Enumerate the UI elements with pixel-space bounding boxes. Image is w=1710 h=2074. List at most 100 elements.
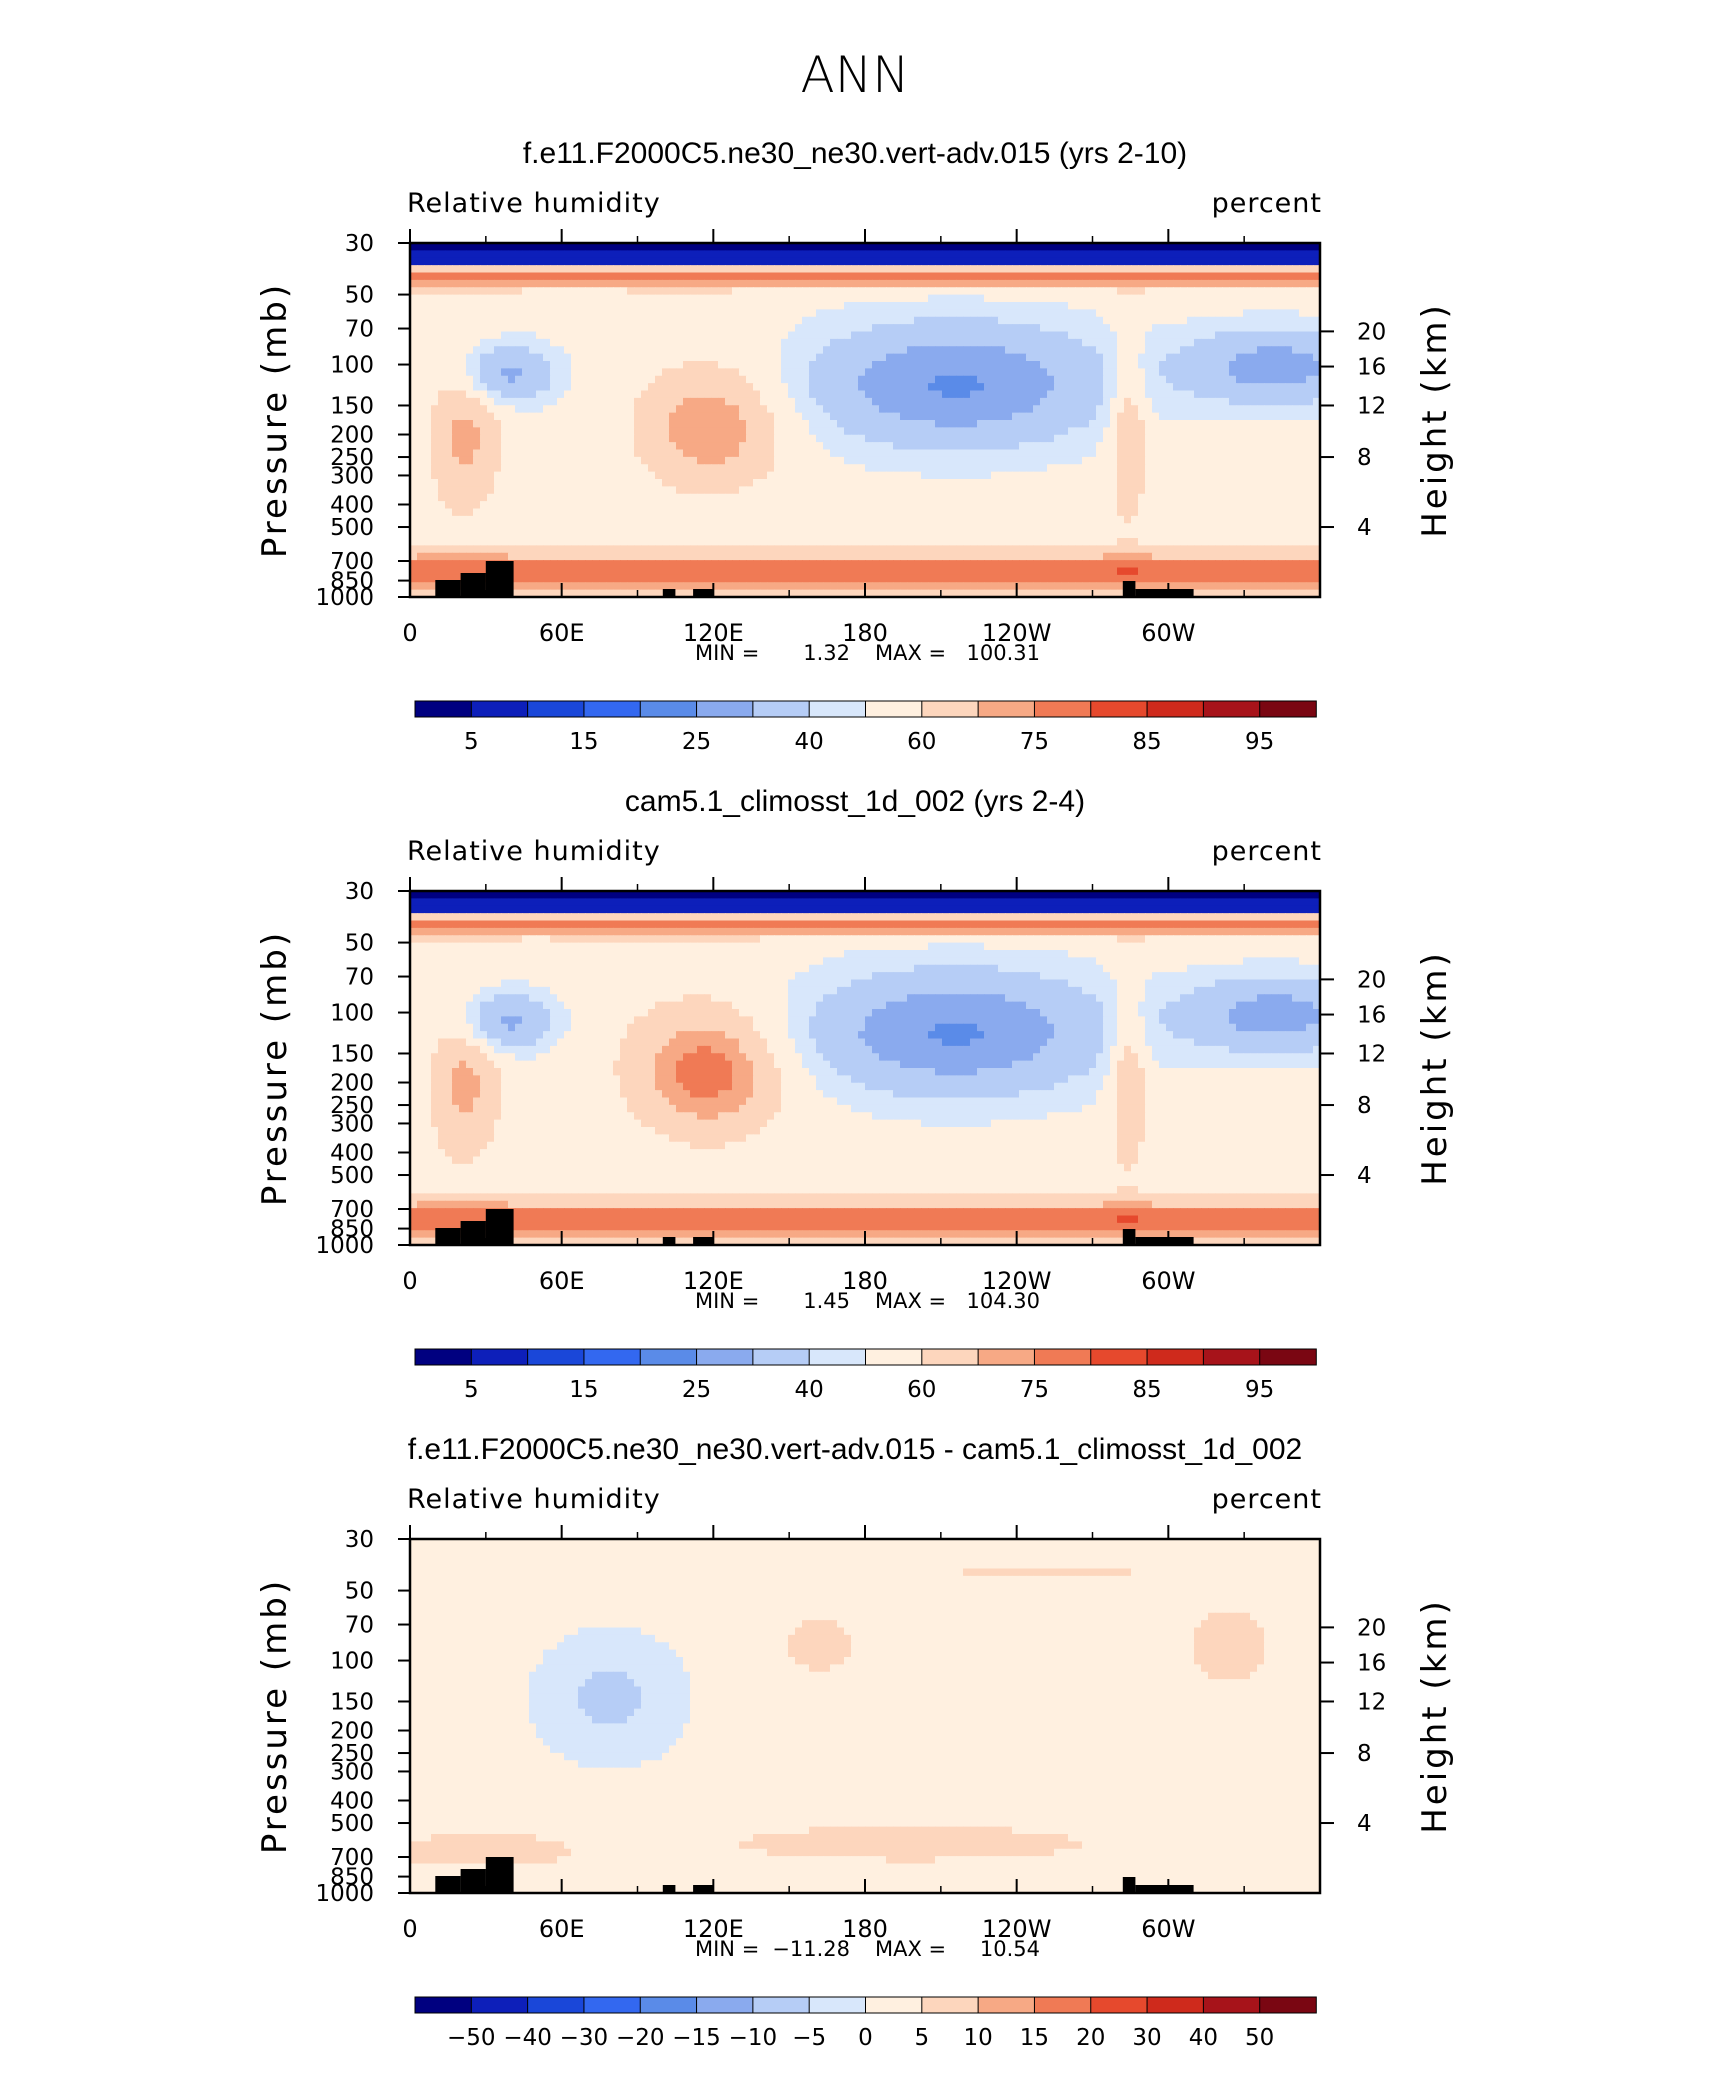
panel-title: f.e11.F2000C5.ne30_ne30.vert-adv.015 (yr…	[523, 137, 1187, 170]
y-right-tick-label: 4	[1357, 515, 1372, 541]
topography-mask	[435, 561, 1194, 597]
colorbar-box	[1090, 1348, 1148, 1366]
y-tick-label: 200	[330, 423, 374, 449]
y-right-tick-label: 12	[1357, 1689, 1386, 1715]
y-tick-label: 200	[330, 1719, 374, 1745]
colorbar-box	[696, 1996, 754, 2014]
x-tick-label: 120W	[982, 1915, 1052, 1943]
colorbar-box	[1033, 1996, 1092, 2014]
y-axis-title: Pressure (mb)	[255, 282, 295, 558]
colorbar-box	[1033, 1348, 1092, 1366]
y-tick-label: 100	[330, 1001, 374, 1027]
y-axis-title-right: Height (km)	[1415, 1598, 1455, 1834]
colorbar-label: −30	[560, 2025, 609, 2051]
x-tick-label: 180	[842, 619, 888, 647]
colorbar-box	[414, 700, 473, 718]
colorbar-box	[470, 1348, 529, 1366]
colorbar-label: 5	[464, 1377, 479, 1403]
y-tick-label: 250	[330, 1741, 374, 1767]
x-tick-label: 180	[842, 1915, 888, 1943]
colorbar-box	[977, 700, 1036, 718]
y-right-tick-label: 20	[1357, 967, 1386, 993]
y-tick-label: 700	[330, 1845, 374, 1871]
variable-label: Relative humidity	[407, 836, 661, 867]
colorbar-box	[1033, 700, 1092, 718]
y-right-tick-label: 12	[1357, 1041, 1386, 1067]
y-right-tick-label: 20	[1357, 319, 1386, 345]
panel-2: cam5.1_climosst_1d_002 (yrs 2-4) Relative…	[255, 785, 1455, 1403]
colorbar-box	[470, 700, 529, 718]
colorbar-box	[977, 1348, 1036, 1366]
colorbar-label: −10	[729, 2025, 778, 2051]
x-tick-label: 120E	[683, 1915, 744, 1943]
colorbar-label: 75	[1020, 729, 1049, 755]
y-axis-title-right: Height (km)	[1415, 950, 1455, 1186]
colorbar-box	[527, 1348, 585, 1366]
colorbar-label: 15	[569, 729, 598, 755]
y-tick-label: 150	[330, 1689, 374, 1715]
figure-title: ANN	[800, 46, 909, 104]
colorbar-box	[639, 700, 698, 718]
colorbar-label: 40	[1189, 2025, 1218, 2051]
y-tick-label: 100	[330, 1649, 374, 1675]
panel-title: f.e11.F2000C5.ne30_ne30.vert-adv.015 - c…	[408, 1433, 1302, 1466]
y-tick-label: 70	[345, 1613, 374, 1639]
y-axis-title: Pressure (mb)	[255, 1578, 295, 1854]
colorbar-box	[865, 700, 923, 718]
y-axis-title: Pressure (mb)	[255, 930, 295, 1206]
y-tick-label: 150	[330, 1041, 374, 1067]
colorbar-label: 30	[1132, 2025, 1161, 2051]
y-tick-label: 500	[330, 1163, 374, 1189]
max-label: MAX =	[875, 1289, 946, 1313]
colorbar-label: 60	[907, 1377, 936, 1403]
y-tick-label: 500	[330, 515, 374, 541]
colorbar-box	[583, 1348, 642, 1366]
y-right-tick-label: 4	[1357, 1811, 1372, 1837]
colorbar-box	[696, 700, 754, 718]
colorbar-box	[1146, 700, 1205, 718]
colorbar-box	[527, 1996, 585, 2014]
colorbar-label: −15	[672, 2025, 721, 2051]
x-tick-label: 120E	[683, 619, 744, 647]
colorbar-box	[414, 1348, 473, 1366]
x-axis: 0 60E 120E 180 120W 60W	[402, 229, 1245, 647]
panel-title: cam5.1_climosst_1d_002 (yrs 2-4)	[625, 785, 1085, 818]
y-tick-label: 850	[330, 1217, 374, 1243]
colorbar-box	[921, 1348, 979, 1366]
colorbar-box	[752, 1996, 810, 2014]
y-tick-label: 200	[330, 1071, 374, 1097]
colorbar-box	[696, 1348, 754, 1366]
x-tick-label: 60W	[1141, 1915, 1195, 1943]
y-tick-label: 30	[345, 231, 374, 257]
colorbar-box	[1146, 1996, 1205, 2014]
colorbar-label: 15	[1020, 2025, 1049, 2051]
min-label: MIN =	[695, 1289, 759, 1313]
y-axis-right: 20 16 12 8 4	[1320, 1615, 1386, 1837]
colorbar-label: 40	[795, 729, 824, 755]
y-tick-label: 700	[330, 1197, 374, 1223]
colorbar-box	[865, 1996, 923, 2014]
x-tick-label: 60W	[1141, 619, 1195, 647]
y-tick-label: 70	[345, 965, 374, 991]
x-axis: 0 60E 120E 180 120W 60W	[402, 877, 1245, 1295]
x-tick-label: 180	[842, 1267, 888, 1295]
y-right-tick-label: 8	[1357, 445, 1372, 471]
colorbar-box	[1202, 1348, 1261, 1366]
colorbar-box	[1259, 1348, 1317, 1366]
y-axis-right: 20 16 12 8 4	[1320, 319, 1386, 541]
colorbar-box	[527, 700, 585, 718]
colorbar-box	[639, 1996, 698, 2014]
colorbar-box	[1259, 700, 1317, 718]
y-tick-label: 250	[330, 445, 374, 471]
y-tick-label: 1000	[315, 1881, 374, 1907]
contour-field	[410, 1539, 1321, 1894]
colorbar-label: 95	[1245, 1377, 1274, 1403]
y-tick-label: 100	[330, 353, 374, 379]
y-tick-label: 300	[330, 463, 374, 489]
colorbar-box	[865, 1348, 923, 1366]
colorbar-box	[639, 1348, 698, 1366]
colorbar-box	[752, 700, 810, 718]
max-label: MAX =	[875, 641, 946, 665]
